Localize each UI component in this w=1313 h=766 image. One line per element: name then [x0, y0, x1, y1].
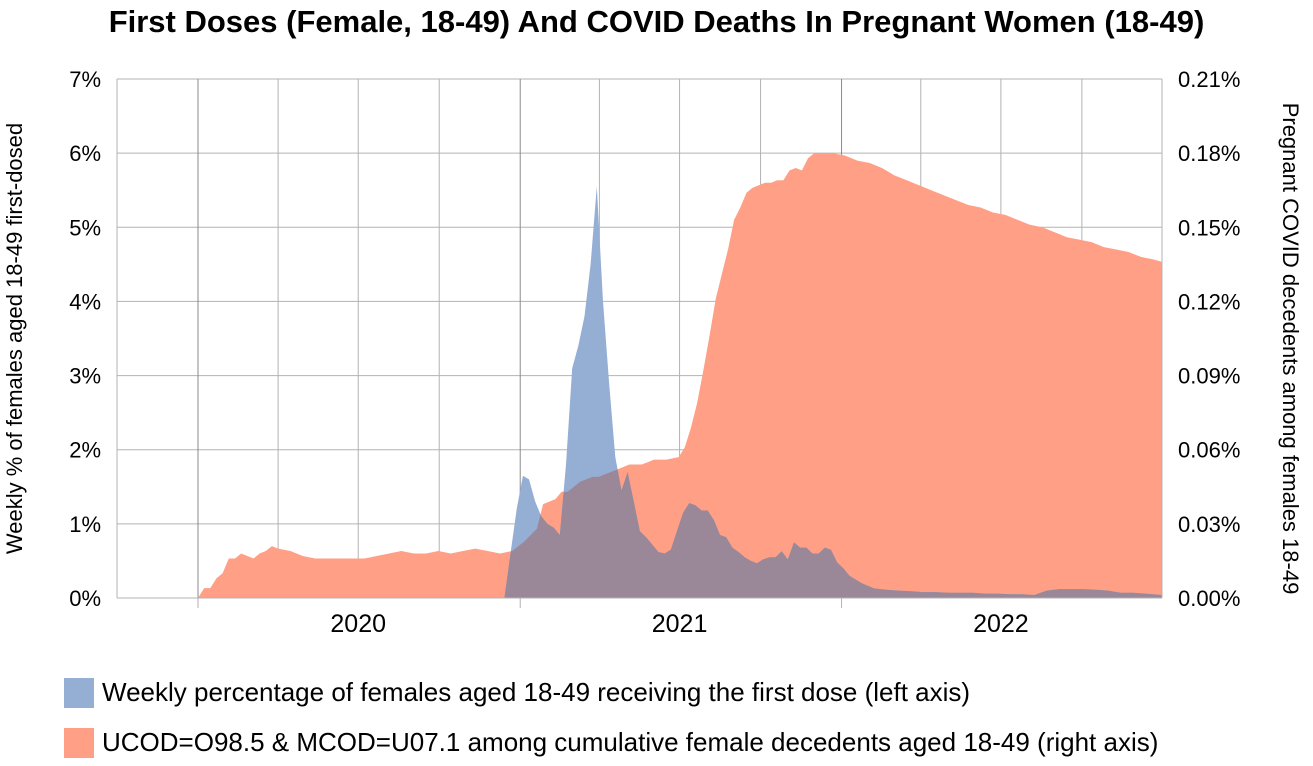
- y-tick-label: 2%: [69, 438, 101, 463]
- y2-tick-label: 0.00%: [1178, 586, 1240, 611]
- chart-title: First Doses (Female, 18-49) And COVID De…: [108, 4, 1205, 39]
- y2-tick-label: 0.15%: [1178, 215, 1240, 240]
- x-tick-label: 2021: [652, 610, 708, 638]
- legend-item-deaths: UCOD=O98.5 & MCOD=U07.1 among cumulative…: [64, 727, 1158, 758]
- y2-tick-label: 0.12%: [1178, 289, 1240, 314]
- legend-swatch-deaths: [64, 727, 94, 758]
- y-tick-label: 0%: [69, 586, 101, 611]
- y-tick-label: 4%: [69, 289, 101, 314]
- x-tick-label: 2022: [973, 610, 1029, 638]
- y2-axis-title: Pregnant COVID decedents among females 1…: [1278, 103, 1303, 595]
- y2-tick-label: 0.18%: [1178, 141, 1240, 166]
- legend-swatch-first-dose: [64, 677, 94, 708]
- y2-tick-label: 0.09%: [1178, 364, 1240, 389]
- legend-label-deaths: UCOD=O98.5 & MCOD=U07.1 among cumulative…: [102, 727, 1159, 757]
- y-axis-title: Weekly % of females aged 18-49 first-dos…: [2, 123, 27, 554]
- y-tick-label: 5%: [69, 215, 101, 240]
- legend-label-first-dose: Weekly percentage of females aged 18-49 …: [102, 677, 971, 707]
- y2-tick-label: 0.03%: [1178, 512, 1240, 537]
- y-tick-label: 6%: [69, 141, 101, 166]
- y2-tick-label: 0.21%: [1178, 67, 1240, 92]
- y-tick-label: 1%: [69, 512, 101, 537]
- y-tick-label: 7%: [69, 67, 101, 92]
- x-tick-label: 2020: [330, 610, 386, 638]
- legend-item-first-dose: Weekly percentage of females aged 18-49 …: [64, 677, 970, 708]
- y-tick-label: 3%: [69, 364, 101, 389]
- series-area-deaths: [198, 153, 1162, 598]
- area-layer: [198, 153, 1162, 598]
- series-area-overlap: [504, 186, 1162, 598]
- y2-tick-label: 0.06%: [1178, 438, 1240, 463]
- axis-layer: [116, 79, 1163, 608]
- label-layer: 0% 0.00% 1% 0.03% 2% 0.06% 3% 0.09% 4% 0.12% 5% 0.1…: [2, 67, 1303, 638]
